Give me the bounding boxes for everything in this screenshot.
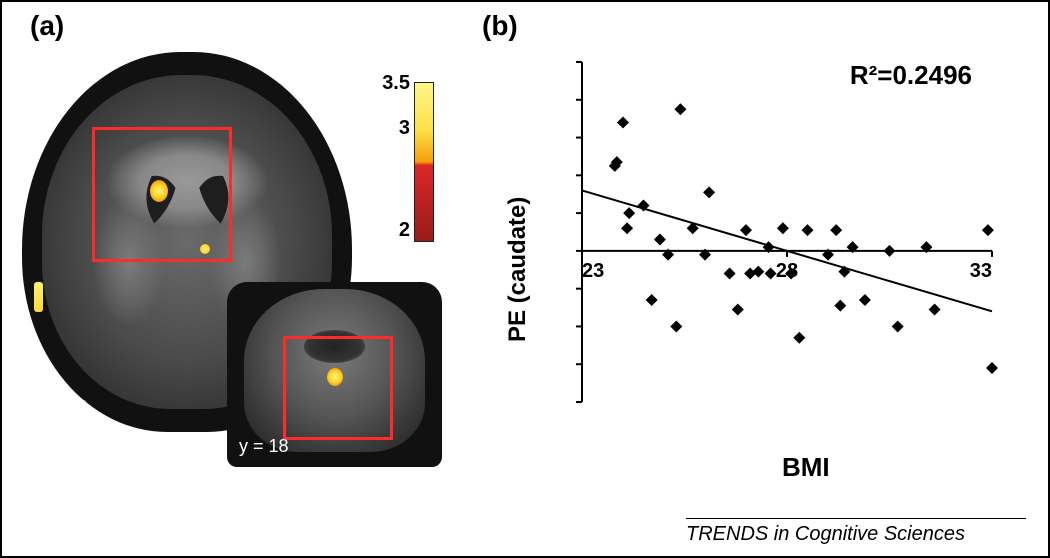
- brain-coronal-inset: y = 18: [227, 282, 442, 467]
- roi-box-coronal: [283, 336, 393, 440]
- scatter-plot: -4-3-2-1012345232833: [572, 52, 1002, 432]
- panel-a: z = 12 y = 18 3.5 3 2: [22, 42, 462, 472]
- svg-text:-4: -4: [572, 392, 573, 414]
- svg-text:23: 23: [582, 260, 604, 282]
- colorbar-tick: 3.5: [382, 72, 410, 95]
- panel-b-label: (b): [482, 10, 518, 42]
- z-slice-label: z = 12: [38, 397, 88, 418]
- activation-cluster-left: [34, 282, 43, 312]
- attribution-text: TRENDS in Cognitive Sciences: [686, 518, 1026, 546]
- colorbar-gradient: [414, 82, 434, 242]
- y-axis-label: PE (caudate): [504, 197, 532, 342]
- colorbar: 3.532: [372, 82, 442, 252]
- r-squared-label: R²=0.2496: [850, 60, 972, 91]
- inset-bg: y = 18: [227, 282, 442, 467]
- y-slice-label: y = 18: [239, 436, 289, 457]
- panel-a-label: (a): [30, 10, 64, 42]
- svg-text:33: 33: [970, 260, 992, 282]
- svg-text:28: 28: [776, 260, 798, 282]
- svg-text:4: 4: [572, 90, 573, 112]
- colorbar-tick: 3: [399, 117, 410, 140]
- colorbar-tick: 2: [399, 219, 410, 242]
- x-axis-label: BMI: [782, 452, 830, 483]
- roi-box-axial: [92, 127, 232, 262]
- panel-b: PE (caudate) -4-3-2-1012345232833 R²=0.2…: [502, 42, 1032, 482]
